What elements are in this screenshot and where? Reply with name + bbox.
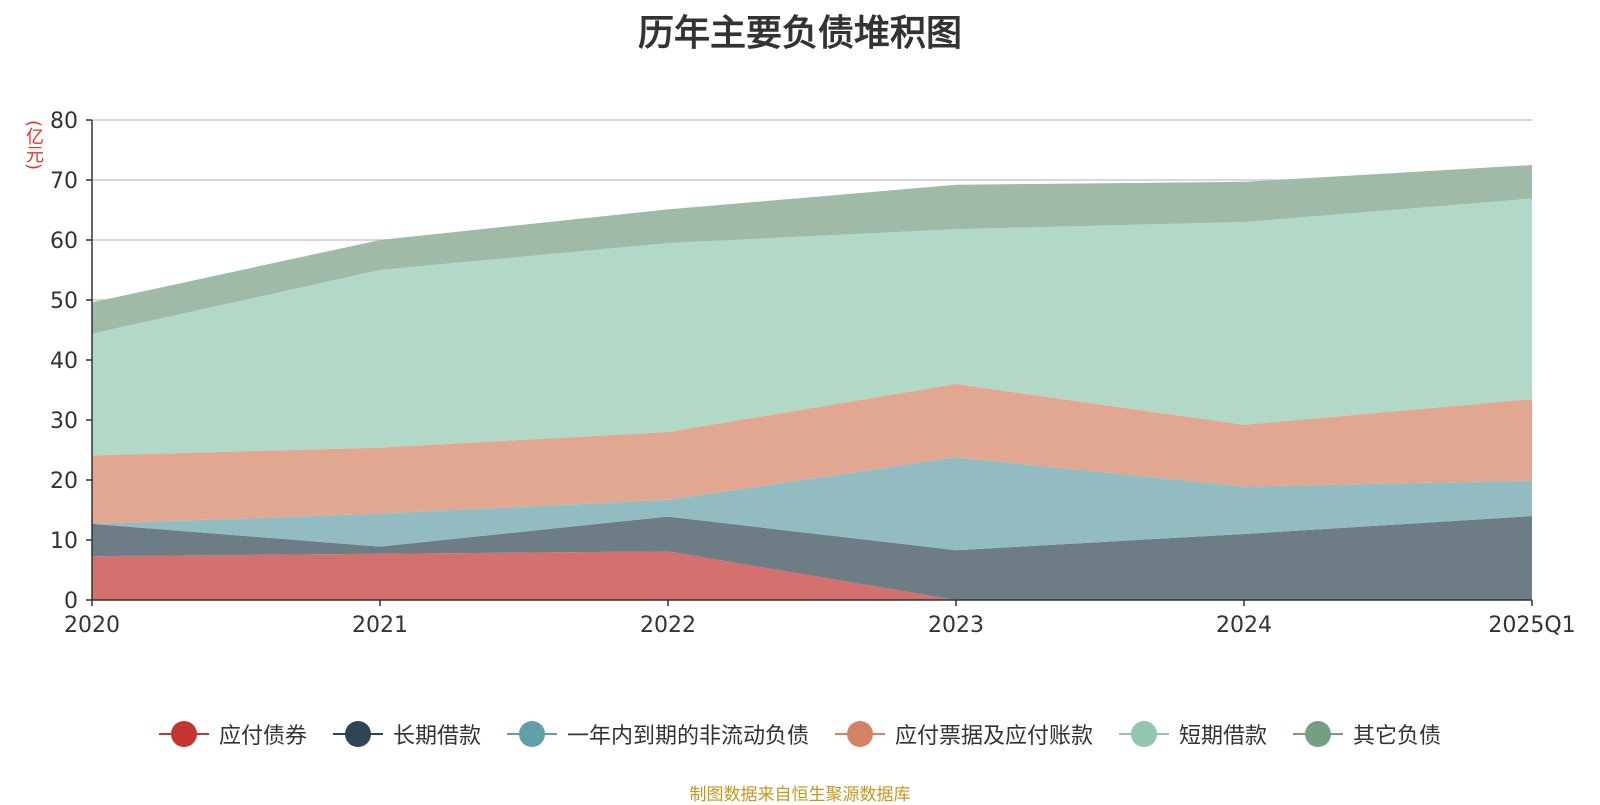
x-tick-label: 2021: [352, 613, 408, 638]
area-series: [92, 165, 1532, 600]
y-tick-label: 30: [50, 409, 78, 434]
x-tick-label: 2024: [1216, 613, 1272, 638]
area-series-3: [92, 457, 1532, 551]
area-series-2: [92, 516, 1532, 600]
x-tick-label: 2025Q1: [1488, 613, 1575, 638]
area-series-5: [92, 198, 1532, 456]
legend-label: 其它负债: [1353, 724, 1442, 749]
legend-marker-icon: [158, 721, 209, 747]
y-tick-label: 0: [64, 589, 78, 614]
area-series-6: [92, 165, 1532, 334]
legend-marker-icon: [835, 721, 885, 747]
legend-marker-icon: [332, 721, 383, 747]
legend-marker-icon: [506, 721, 557, 747]
legend-label: 一年内到期的非流动负债: [566, 724, 809, 749]
y-tick-label: 40: [50, 349, 78, 374]
y-tick-label: 10: [50, 529, 78, 554]
legend-label: 长期借款: [392, 724, 481, 749]
legend-item[interactable]: 应付票据及应付账款: [835, 718, 1093, 750]
legend-item[interactable]: 短期借款: [1119, 718, 1267, 750]
legend-label: 应付票据及应付账款: [895, 724, 1094, 749]
y-axis-unit-label: (亿元): [23, 120, 44, 171]
area-series-4: [92, 384, 1532, 524]
x-tick-label: 2023: [928, 613, 984, 638]
legend-item[interactable]: 长期借款: [332, 718, 481, 750]
legend-item[interactable]: 其它负债: [1293, 718, 1441, 750]
legend-item[interactable]: 应付债券: [158, 718, 307, 750]
source-note: 制图数据来自恒生聚源数据库: [689, 785, 911, 805]
legend-marker-icon: [1119, 721, 1170, 747]
y-tick-label: 80: [50, 109, 78, 134]
legend-item[interactable]: 一年内到期的非流动负债: [506, 718, 809, 750]
y-tick-label: 60: [50, 229, 78, 254]
legend-label: 短期借款: [1179, 724, 1268, 749]
x-tick-label: 2020: [64, 613, 120, 638]
chart-title: 历年主要负债堆积图: [637, 13, 962, 54]
y-tick-label: 50: [50, 289, 78, 314]
y-tick-label: 20: [50, 469, 78, 494]
y-tick-label: 70: [50, 169, 78, 194]
legend: 应付债券 长期借款 一年内到期的非流动负债 应付票据及应付账款 短期借款 其它负债: [0, 718, 1600, 750]
axes: 0 10 20 30 40 50 60 70 80 2020 2021 2022 2023 2024 202…: [50, 109, 1576, 638]
legend-marker-icon: [1293, 721, 1344, 747]
x-tick-label: 2022: [640, 613, 696, 638]
legend-label: 应付债券: [218, 724, 307, 749]
